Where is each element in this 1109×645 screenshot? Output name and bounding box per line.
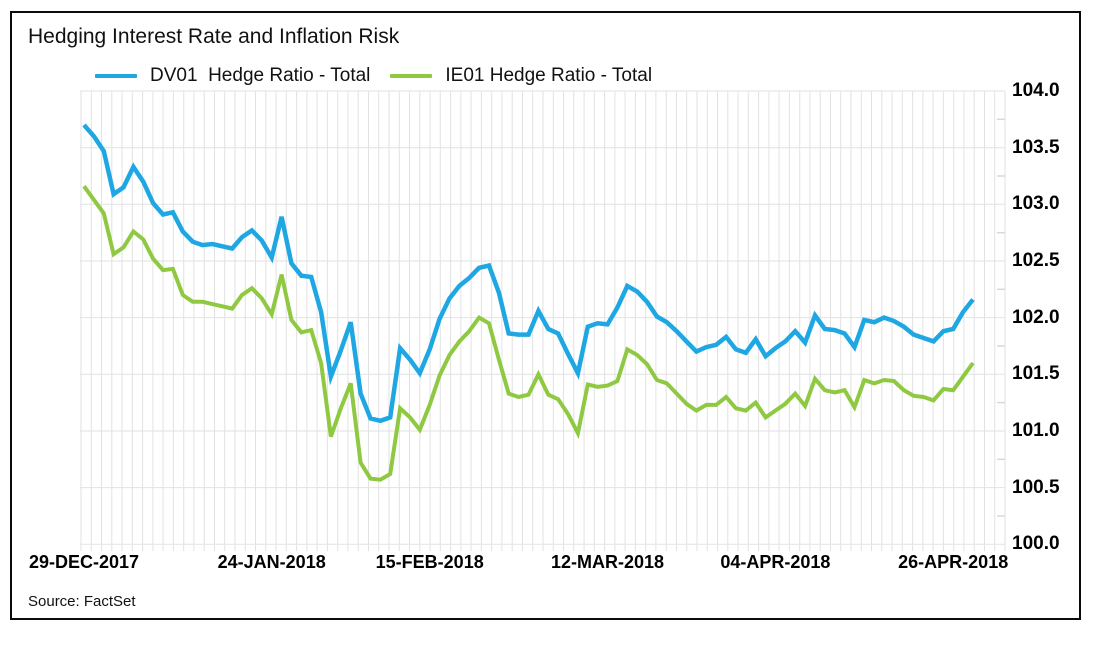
series-line-dv01 [82, 123, 975, 424]
y-axis-label: 103.0 [1012, 193, 1060, 215]
series-line-ie01 [82, 185, 975, 482]
y-axis-label: 101.5 [1012, 363, 1060, 385]
y-axis-label: 100.5 [1012, 476, 1060, 498]
dv01-line-swatch-icon [95, 74, 137, 78]
legend: DV01 Hedge Ratio - Total IE01 Hedge Rati… [95, 63, 652, 89]
x-axis-label: 15-FEB-2018 [375, 552, 484, 572]
legend-item-ie01: IE01 Hedge Ratio - Total [390, 65, 652, 87]
y-axis-label: 100.0 [1012, 533, 1060, 555]
x-axis-label: 29-DEC-2017 [28, 552, 140, 572]
chart-title: Hedging Interest Rate and Inflation Risk [28, 25, 400, 48]
legend-label-ie01: IE01 Hedge Ratio - Total [445, 65, 653, 86]
x-axis-label: 04-APR-2018 [720, 552, 831, 572]
x-axis-label: 26-APR-2018 [898, 552, 1009, 572]
y-axis-label: 104.0 [1012, 80, 1060, 101]
legend-label-dv01: DV01 Hedge Ratio - Total [150, 65, 371, 86]
y-axis-label: 102.5 [1012, 250, 1060, 271]
x-axis-label: 24-JAN-2018 [217, 552, 326, 572]
y-axis-label: 102.0 [1012, 306, 1060, 328]
ie01-line-swatch-icon [390, 74, 433, 78]
legend-item-dv01: DV01 Hedge Ratio - Total [95, 65, 370, 87]
y-axis-label: 101.0 [1012, 420, 1060, 441]
x-axis-label: 12-MAR-2018 [550, 552, 665, 572]
source-note: Source: FactSet [28, 593, 136, 610]
y-axis-label: 103.5 [1012, 136, 1060, 158]
